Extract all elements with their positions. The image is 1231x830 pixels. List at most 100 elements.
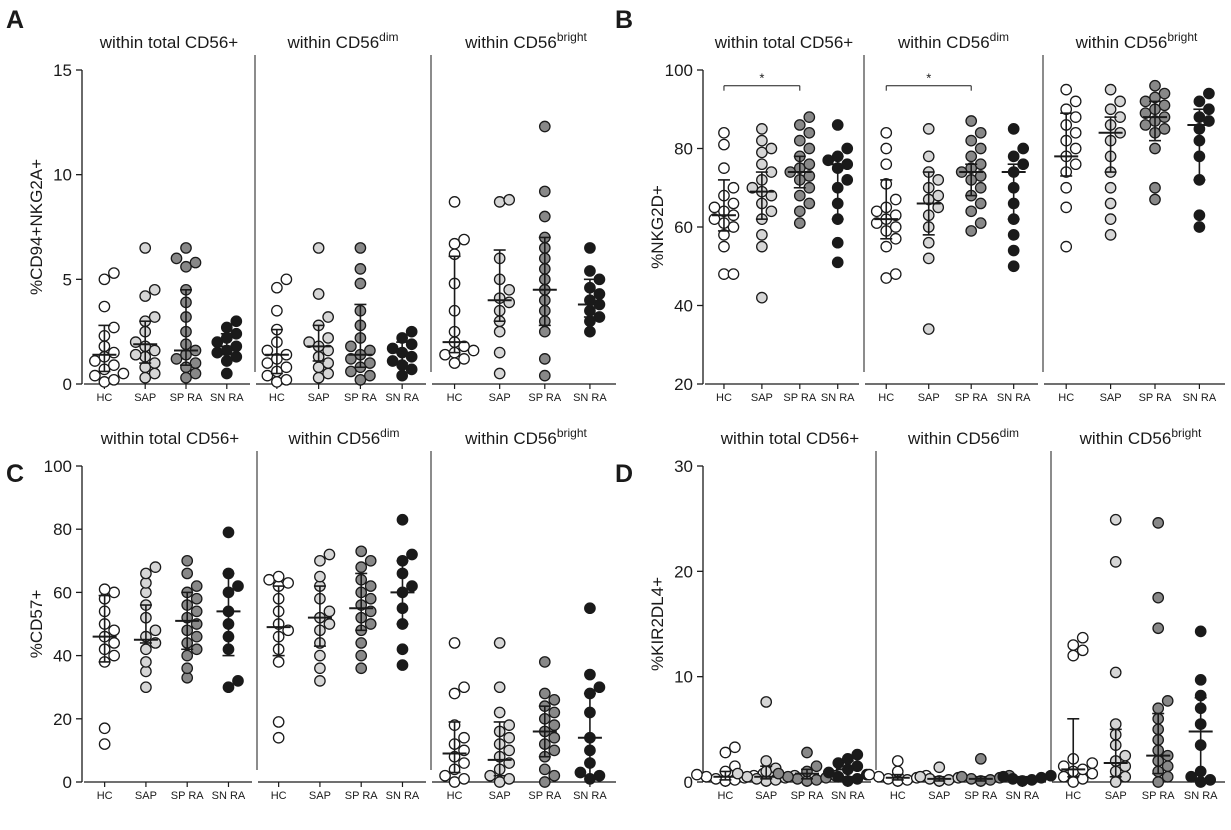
data-point (719, 746, 732, 759)
data-point (1104, 83, 1117, 96)
x-tick-label: SAP (134, 392, 156, 404)
data-point (593, 681, 606, 694)
data-point (148, 283, 161, 296)
data-point (189, 256, 202, 269)
x-tick-label: SP RA (1142, 790, 1175, 802)
data-point (493, 346, 506, 359)
data-point (974, 217, 987, 229)
data-point (458, 757, 470, 769)
data-point (493, 325, 506, 338)
data-point (548, 693, 561, 706)
data-point (1119, 749, 1132, 762)
data-point (922, 323, 935, 335)
data-point (718, 126, 730, 139)
data-point (405, 350, 418, 363)
data-point (1114, 95, 1126, 108)
data-point (793, 189, 806, 202)
data-point (323, 548, 336, 561)
x-tick-label: HC (1065, 790, 1081, 802)
data-point (364, 554, 377, 567)
data-point (974, 197, 987, 210)
data-point (261, 344, 274, 357)
group-title: within total CD56+ (99, 33, 239, 52)
data-point (965, 115, 978, 127)
x-tick-label: SP RA (170, 392, 203, 404)
data-point (458, 681, 470, 694)
data-point (548, 719, 561, 731)
panel-C: C 0 20 40 60 80 100 %CD57+ within total CD56+ HC S… (6, 426, 616, 802)
data-point (98, 300, 111, 313)
data-point (1067, 639, 1080, 651)
data-point (538, 656, 551, 668)
data-point (170, 353, 183, 365)
data-point (863, 768, 876, 781)
data-point (439, 769, 451, 782)
data-point (98, 722, 111, 735)
data-point (1017, 142, 1030, 155)
x-tick-label: SN RA (573, 392, 607, 404)
panel-letter: B (615, 6, 633, 34)
data-point (355, 545, 368, 558)
data-point (1007, 150, 1020, 163)
data-point (312, 371, 325, 384)
data-point (1149, 193, 1161, 206)
y-tick-label: 40 (53, 647, 72, 666)
data-point (314, 554, 326, 567)
y-tick-label: 0 (63, 773, 72, 792)
x-tick-label: HC (878, 392, 894, 404)
x-tick-label: SAP (751, 392, 773, 404)
data-point (139, 371, 152, 384)
data-point (1161, 760, 1174, 773)
data-point (1086, 767, 1099, 780)
data-point (448, 637, 461, 649)
data-point (322, 357, 334, 369)
data-point (211, 346, 224, 359)
x-tick-label: HC (447, 392, 463, 404)
x-tick-label: SN RA (1006, 790, 1040, 802)
data-point (889, 268, 902, 280)
y-tick-label: 80 (674, 140, 693, 159)
x-tick-label: SP RA (528, 790, 561, 802)
data-point (220, 321, 233, 334)
data-point (932, 189, 945, 202)
data-point (741, 770, 754, 783)
data-point (1149, 142, 1161, 155)
data-point (322, 311, 334, 323)
x-tick-label: SAP (135, 790, 157, 802)
y-tick-label: 80 (53, 520, 72, 539)
data-point (345, 353, 357, 365)
data-point (584, 265, 596, 277)
x-tick-label: HC (97, 790, 113, 802)
y-axis-label: %CD57+ (27, 590, 46, 659)
data-point (272, 656, 285, 668)
data-point (880, 126, 893, 139)
y-tick-label: 10 (53, 166, 72, 185)
data-point (355, 637, 368, 649)
data-point (140, 681, 152, 694)
x-tick-label: SN RA (385, 392, 419, 404)
group-title: within CD56bright (464, 30, 587, 52)
data-point (756, 229, 768, 241)
panel-letter: C (6, 460, 24, 488)
x-tick-label: SAP (309, 790, 331, 802)
data-point (538, 687, 551, 700)
data-point (538, 120, 551, 133)
data-point (538, 210, 551, 223)
data-point (1067, 776, 1080, 788)
data-point (1044, 769, 1057, 782)
data-point (538, 353, 551, 365)
data-point (1069, 126, 1082, 139)
data-point (503, 744, 516, 757)
data-point (880, 240, 893, 253)
data-point (891, 755, 904, 767)
data-point (272, 570, 285, 583)
data-point (493, 196, 506, 208)
x-tick-label: SN RA (821, 392, 855, 404)
y-tick-label: 100 (665, 61, 693, 80)
data-point (801, 746, 813, 759)
data-point (974, 181, 987, 194)
data-point (965, 205, 978, 218)
data-point (190, 630, 203, 643)
data-point (974, 142, 987, 155)
x-tick-label: HC (96, 392, 112, 404)
